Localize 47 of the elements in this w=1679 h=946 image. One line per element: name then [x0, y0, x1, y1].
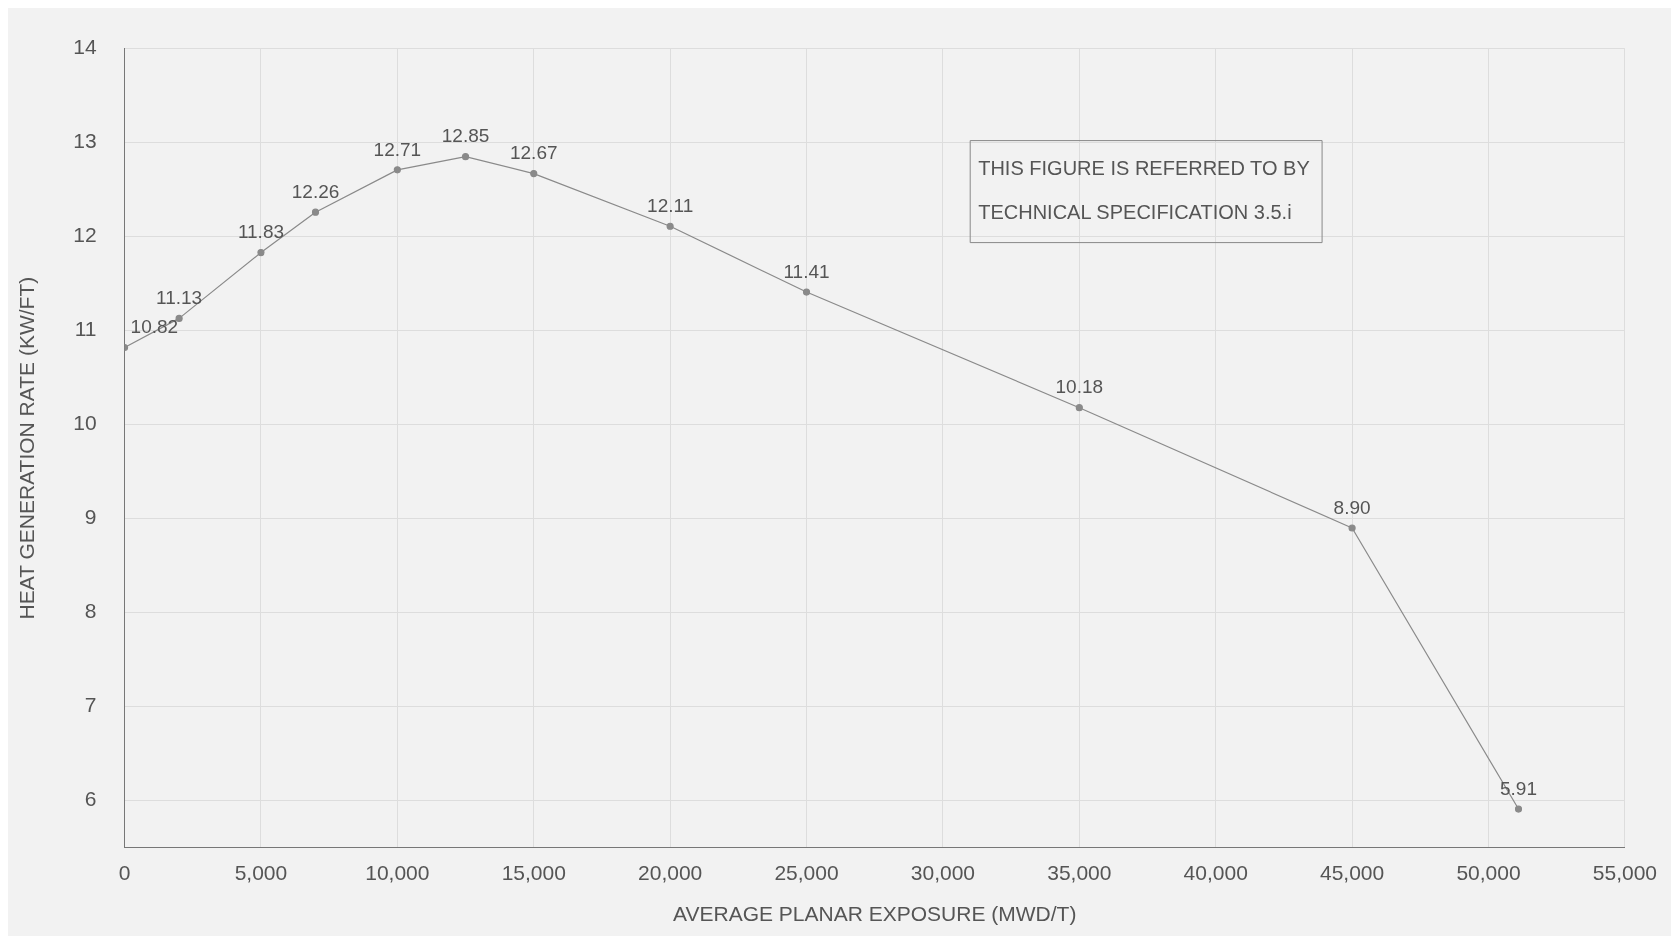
point	[1348, 524, 1356, 532]
y-tick-label: 8	[84, 599, 97, 623]
y-tick-label: 9	[84, 505, 97, 529]
y-tick-label: 12	[73, 223, 97, 247]
x-tick-label: 25,000	[774, 861, 839, 884]
point	[393, 166, 401, 174]
x-tick-label: 55,000	[1592, 861, 1657, 884]
y-tick-label: 14	[73, 35, 97, 59]
x-tick-label: 5,000	[234, 861, 288, 884]
text: 11.41	[783, 260, 830, 282]
x-tick-label: 45,000	[1319, 861, 1385, 884]
y-tick-label: 6	[84, 787, 97, 811]
x-tick-label: 35,000	[1047, 861, 1112, 884]
point	[666, 222, 674, 230]
text: 12.11	[647, 194, 694, 216]
text: 11.83	[237, 221, 285, 243]
x-tick-label: 50,000	[1456, 861, 1521, 884]
y-tick-label: 10	[73, 411, 97, 435]
point	[461, 153, 470, 161]
point	[311, 208, 320, 216]
annotation: TECHNICAL SPECIFICATION 3.5.i	[978, 201, 1292, 224]
y-axis-title: HEAT GENERATION RATE (KW/FT)	[15, 276, 39, 620]
x-tick-label: 10,000	[365, 861, 430, 884]
text: 12.71	[373, 138, 422, 160]
point	[802, 288, 811, 296]
y-tick-label: 7	[84, 693, 97, 717]
point	[257, 248, 265, 257]
text: 12.85	[441, 125, 490, 147]
y-tick-label: 13	[73, 129, 97, 153]
point	[1514, 805, 1523, 813]
text: 8.90	[1333, 496, 1371, 518]
text: 12.67	[509, 142, 558, 164]
text: 10.18	[1055, 376, 1104, 398]
point	[175, 314, 183, 322]
x-tick-label: 0	[118, 861, 131, 884]
x-tick-label: 20,000	[638, 861, 703, 884]
annotation: THIS FIGURE IS REFERRED TO BY	[978, 157, 1310, 180]
point	[1075, 404, 1083, 412]
x-tick-label: 40,000	[1183, 861, 1248, 884]
text: 5.91	[1500, 777, 1537, 799]
point	[530, 170, 538, 178]
x-tick-label: 30,000	[910, 861, 976, 884]
y-tick-label: 11	[74, 317, 97, 341]
x-tick-label: 15,000	[501, 861, 566, 884]
text: 11.13	[156, 287, 203, 309]
x-axis-title: AVERAGE PLANAR EXPOSURE (MWD/T)	[673, 902, 1077, 926]
text: 12.26	[291, 180, 340, 202]
